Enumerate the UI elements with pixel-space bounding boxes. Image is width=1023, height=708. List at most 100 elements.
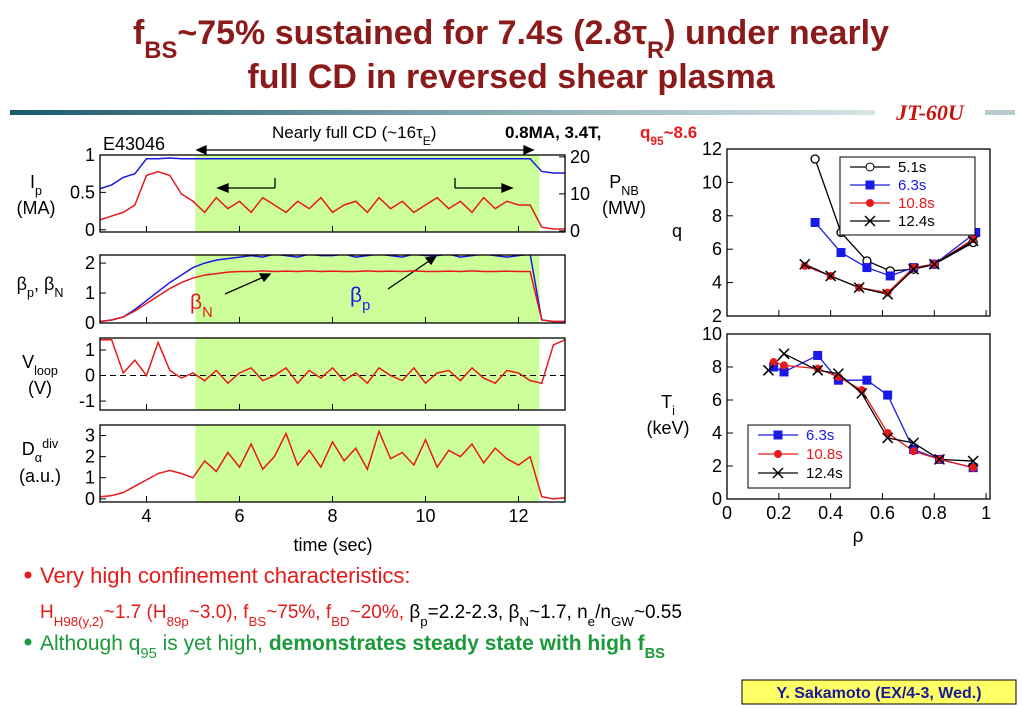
marker <box>813 350 823 360</box>
marker <box>832 368 844 380</box>
marker <box>778 348 790 360</box>
highlight-band <box>195 425 540 502</box>
marker <box>967 235 979 247</box>
legend-label: 6.3s <box>898 177 926 194</box>
y-tick-label: 2 <box>85 253 95 273</box>
cd-label: Nearly full CD (~16τE) <box>272 123 436 148</box>
legend-marker <box>866 199 874 207</box>
bullet-2: HH98(y,2)~1.7 (H89p~3.0), fBS~75%, fBD~2… <box>40 602 682 629</box>
legend-label: 12.4s <box>806 465 843 482</box>
y2-tick-label: 10 <box>570 184 590 204</box>
y-tick-label: 0 <box>85 489 95 509</box>
series-group <box>100 429 565 500</box>
series-line <box>100 270 565 323</box>
y-tick-label: 1 <box>85 145 95 165</box>
y-tick-label: 0.5 <box>70 182 95 202</box>
y-tick-label: 6 <box>712 239 722 259</box>
marker <box>810 217 820 227</box>
y-tick-label: 1 <box>85 340 95 360</box>
dalpha-unit: (a.u.) <box>19 466 61 486</box>
y-tick-label: 2 <box>712 306 722 326</box>
y-tick-label: 6 <box>712 390 722 410</box>
highlight-band <box>195 155 540 232</box>
y-tick-label: 4 <box>712 273 722 293</box>
plot-frame <box>726 148 991 317</box>
x-tick-label: 8 <box>327 506 337 526</box>
marker <box>908 437 920 449</box>
q95-label: q95~8.6 <box>640 123 697 148</box>
series-line <box>100 170 565 230</box>
bullet-1: Very high confinement characteristics: <box>40 563 411 588</box>
x-tick-label: 0.8 <box>922 503 947 523</box>
y-tick-label: 2 <box>85 447 95 467</box>
legend-label: 5.1s <box>898 159 926 176</box>
legend-marker <box>864 215 876 227</box>
plot-frame <box>726 333 991 500</box>
y2-tick-label: 0 <box>570 221 580 241</box>
x-tick-label: 4 <box>141 506 151 526</box>
marker <box>908 263 920 275</box>
bullet-3: Although q95 is yet high, demonstrates s… <box>40 632 665 662</box>
legend-label: 10.8s <box>806 446 843 463</box>
marker <box>769 362 779 372</box>
ti-unit: (keV) <box>646 418 689 438</box>
bullet <box>24 571 32 579</box>
marker <box>909 263 918 272</box>
y-tick-label: 12 <box>702 139 722 159</box>
highlight-band <box>195 255 540 323</box>
betap-label: βp <box>350 284 370 314</box>
marker <box>969 463 978 472</box>
legend-marker <box>773 430 783 440</box>
q-label: q <box>672 221 682 241</box>
marker <box>769 358 778 367</box>
marker <box>810 154 820 164</box>
title-line2: full CD in reversed shear plasma <box>247 58 775 96</box>
x-tick-label: 10 <box>415 506 435 526</box>
cd-arrow <box>195 144 535 295</box>
ti-label: Ti <box>661 392 675 418</box>
legend-marker <box>774 450 782 458</box>
y-tick-label: 8 <box>712 357 722 377</box>
vloop-label: Vloop <box>22 352 58 378</box>
y-tick-label: 1 <box>85 283 95 303</box>
x-tick-label: 0.4 <box>818 503 843 523</box>
x-label: time (sec) <box>293 535 372 555</box>
marker <box>885 271 895 281</box>
title-rule <box>10 110 875 115</box>
legend-label: 12.4s <box>898 213 935 230</box>
series-line <box>804 238 974 294</box>
vloop-unit: (V) <box>28 378 52 398</box>
marker <box>882 288 894 300</box>
footer-box <box>741 679 1017 705</box>
marker <box>969 235 978 244</box>
y2-tick-label: 20 <box>570 147 590 167</box>
betaN-label: βN <box>190 291 213 321</box>
shot-label: E43046 <box>103 134 165 154</box>
x-tick-label: 1 <box>981 503 991 523</box>
marker <box>883 288 892 297</box>
legend-marker <box>865 180 875 190</box>
pnb-label: PNB <box>609 172 639 198</box>
series-line <box>100 339 565 385</box>
pnb-unit: (MW) <box>602 198 646 218</box>
rho-label: ρ <box>853 526 864 547</box>
x-tick-label: 0.6 <box>870 503 895 523</box>
legend-label: 10.8s <box>898 195 935 212</box>
marker <box>933 453 946 465</box>
legend-marker <box>772 467 784 479</box>
series-line <box>100 429 565 500</box>
beta-label: βp, βN <box>17 274 64 300</box>
marker <box>799 258 811 270</box>
params-label: 0.8MA, 3.4T, <box>505 123 601 142</box>
series-group <box>100 339 565 385</box>
marker <box>928 258 940 270</box>
ip-unit: (MA) <box>17 198 56 218</box>
y-tick-label: 3 <box>85 426 95 446</box>
marker <box>853 282 865 294</box>
marker <box>862 375 872 385</box>
y-tick-label: 0 <box>85 366 95 386</box>
marker <box>909 447 918 456</box>
title-line1: fBS~75% sustained for 7.4s (2.8τR) under… <box>133 14 889 64</box>
legend-box <box>839 156 976 236</box>
